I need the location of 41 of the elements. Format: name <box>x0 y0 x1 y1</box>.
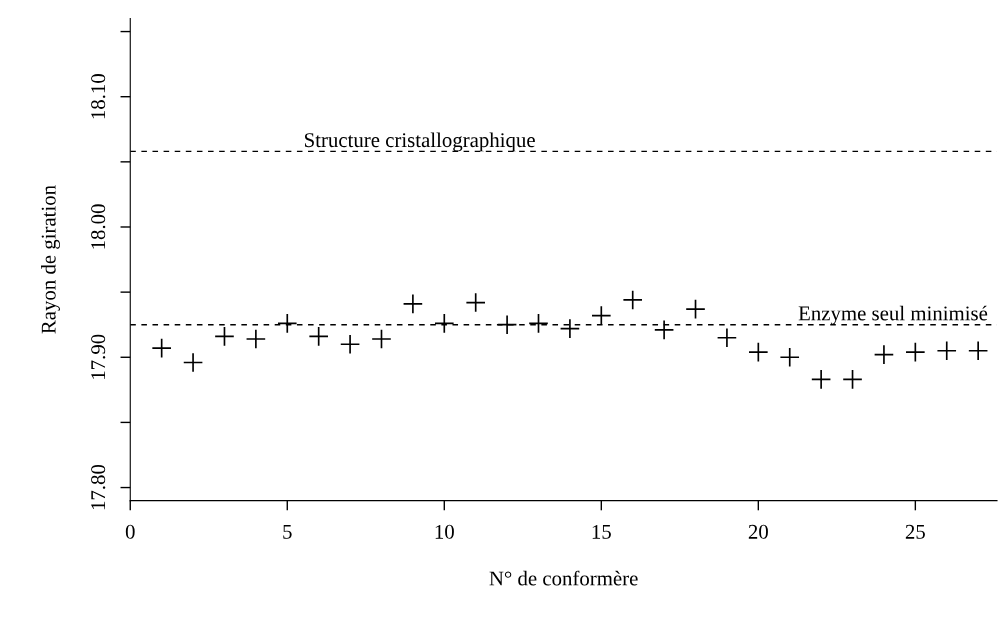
point <box>591 305 612 326</box>
y-axis-title: Rayon de giration <box>41 185 60 334</box>
y-tick-label: 17.80 <box>91 464 106 510</box>
point <box>277 313 298 334</box>
point <box>873 344 895 365</box>
x-tick-label: 25 <box>905 524 925 539</box>
point <box>245 328 267 350</box>
point <box>339 334 361 355</box>
point <box>434 313 455 334</box>
x-tick-label: 15 <box>592 524 611 539</box>
point <box>402 293 424 315</box>
ref-line-label: Structure cristallographique <box>305 132 535 152</box>
point <box>653 319 675 341</box>
point <box>685 298 706 320</box>
point <box>936 340 957 361</box>
point <box>967 340 989 361</box>
x-tick-label: 20 <box>748 524 768 539</box>
x-tick-label: 0 <box>125 524 135 539</box>
point <box>622 289 643 311</box>
x-axis-title: N° de conformère <box>489 570 638 586</box>
y-tick-label: 17.90 <box>91 334 106 379</box>
y-tick-label: 18.10 <box>91 74 106 119</box>
x-tick-label: 5 <box>283 525 292 539</box>
point <box>465 292 486 313</box>
point <box>308 326 329 347</box>
point <box>528 313 549 334</box>
point <box>182 352 204 373</box>
y-tick-label: 18.00 <box>91 204 106 249</box>
x-tick-label: 10 <box>435 524 454 539</box>
point <box>496 314 518 335</box>
point <box>810 369 832 390</box>
point <box>842 369 863 390</box>
point <box>214 326 235 347</box>
point <box>371 328 392 350</box>
point <box>559 318 581 339</box>
point <box>716 327 738 348</box>
point <box>779 347 800 368</box>
point <box>151 337 172 359</box>
point <box>905 341 926 363</box>
ref-line-label: Enzyme seul minimisé <box>798 305 988 325</box>
point <box>748 341 769 363</box>
